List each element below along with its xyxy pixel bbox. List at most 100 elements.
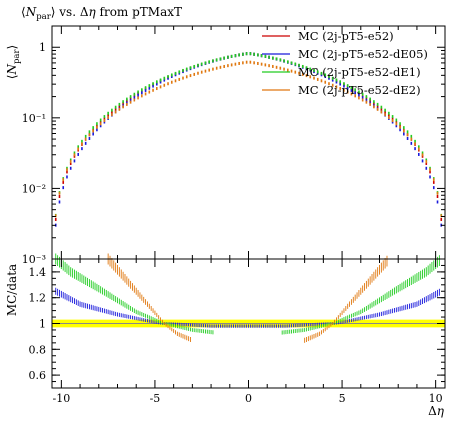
main-point [189, 74, 192, 78]
main-point [305, 74, 308, 78]
main-point [227, 55, 229, 59]
main-point [272, 64, 274, 68]
main-point [144, 92, 147, 96]
main-point [369, 102, 371, 106]
main-point [54, 217, 57, 221]
main-point [137, 96, 139, 100]
main-point [313, 76, 315, 80]
main-point [290, 61, 293, 65]
main-point [350, 92, 353, 96]
ratio-series-3 [107, 253, 388, 343]
main-point [331, 76, 334, 80]
main-point [350, 86, 353, 90]
main-point [245, 60, 248, 64]
main-point [391, 115, 394, 119]
main-point [403, 129, 405, 133]
main-point [156, 82, 158, 86]
main-point [391, 117, 394, 121]
main-point [358, 93, 360, 97]
main-point [425, 161, 428, 165]
main-point [316, 70, 319, 74]
main-point [133, 96, 136, 100]
main-point [354, 91, 356, 95]
main-point [185, 67, 188, 71]
main-point [96, 128, 98, 132]
main-point [77, 145, 79, 149]
main-point [77, 147, 79, 151]
main-point [365, 98, 368, 102]
main-point [163, 83, 166, 87]
main-point [275, 57, 278, 61]
main-point [197, 71, 199, 75]
main-point [294, 70, 297, 74]
main-point [264, 63, 267, 67]
main-point [193, 64, 196, 68]
main-point [376, 107, 379, 111]
main-point [170, 74, 173, 78]
main-point [62, 178, 65, 182]
main-point [174, 71, 177, 75]
main-point [425, 158, 428, 162]
main-point [343, 84, 345, 88]
main-point [204, 61, 207, 65]
main-point [92, 132, 94, 136]
main-point [141, 94, 143, 98]
main-point [122, 100, 124, 104]
main-point [126, 99, 128, 103]
main-point [234, 62, 237, 66]
main-point [294, 62, 297, 66]
main-point [167, 76, 169, 80]
main-point [66, 168, 68, 172]
ratio-x-tick-label: -10 [52, 392, 70, 405]
main-point [227, 64, 229, 68]
main-point [410, 141, 413, 145]
main-point [421, 153, 424, 157]
main-point [144, 86, 147, 90]
ratio-y-tick-label: 1.2 [29, 292, 47, 305]
main-y-tick-label: 10⁻³ [22, 253, 46, 266]
main-point [384, 110, 386, 114]
main-point [272, 56, 274, 60]
main-point [249, 60, 252, 64]
main-point [156, 80, 158, 84]
main-point [365, 100, 368, 104]
main-point [152, 82, 154, 86]
main-point [200, 70, 203, 74]
main-point [425, 166, 428, 170]
main-point [257, 53, 259, 57]
main-point [129, 98, 132, 102]
main-point [62, 180, 65, 184]
main-point [399, 128, 401, 132]
main-point [230, 63, 233, 67]
main-point [399, 125, 401, 129]
main-point [242, 52, 244, 56]
main-point [313, 68, 315, 72]
main-point [230, 54, 233, 58]
main-point [122, 105, 124, 109]
main-point [234, 54, 237, 58]
main-point [58, 191, 61, 195]
main-point [215, 58, 218, 62]
main-point [73, 151, 76, 155]
main-point [114, 105, 117, 109]
main-point [99, 118, 102, 122]
main-point [77, 152, 79, 156]
main-point [253, 61, 255, 65]
main-point [103, 117, 106, 121]
main-point [365, 95, 368, 99]
main-point [436, 191, 439, 195]
main-point [403, 126, 405, 130]
main-point [212, 59, 214, 63]
main-point [107, 111, 109, 115]
main-point [410, 134, 413, 138]
ratio-y-tick-label: 1.4 [29, 266, 47, 279]
main-point [406, 136, 409, 140]
main-x-ticks [60, 26, 437, 259]
main-y-tick-label: 1 [39, 41, 46, 54]
main-point [425, 160, 428, 164]
main-point [403, 132, 405, 136]
ratio-panel: 0.6 0.8 1 1.2 1.4 -10 -5 0 5 10 MC/data Δη [5, 253, 446, 418]
main-point [152, 88, 154, 92]
main-point [54, 214, 57, 218]
